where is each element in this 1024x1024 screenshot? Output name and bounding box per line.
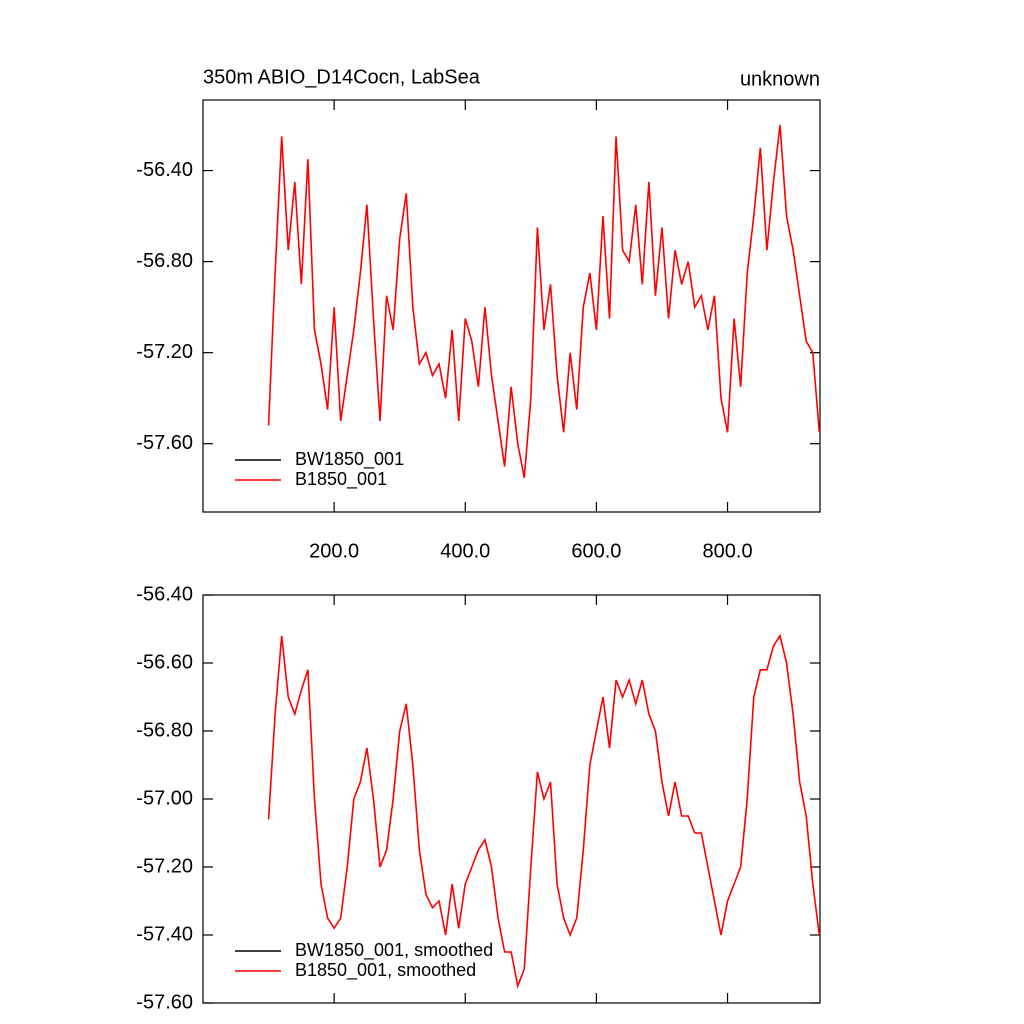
- x-tick-label: 600.0: [571, 540, 621, 562]
- x-tick-label: 200.0: [309, 540, 359, 562]
- y-tick-label: -56.40: [136, 159, 193, 181]
- series-line: [267, 124, 821, 479]
- y-tick-label: -56.80: [136, 250, 193, 272]
- legend-label: BW1850_001, smoothed: [295, 940, 493, 961]
- legend-label: B1850_001: [295, 469, 387, 490]
- legend-label: BW1850_001: [295, 449, 404, 470]
- y-tick-label: -57.20: [136, 855, 193, 877]
- chart-title: 350m ABIO_D14Cocn, LabSea: [203, 66, 481, 88]
- y-tick-label: -56.80: [136, 719, 193, 741]
- y-tick-label: -56.60: [136, 651, 193, 673]
- y-tick-label: -57.40: [136, 923, 193, 945]
- plot-frame: [202, 99, 821, 513]
- y-tick-label: -57.00: [136, 787, 193, 809]
- legend-label: B1850_001, smoothed: [295, 960, 476, 981]
- y-tick-label: -57.60: [136, 991, 193, 1013]
- series-line: [267, 633, 821, 989]
- x-tick-label: 800.0: [703, 540, 753, 562]
- x-tick-label: 400.0: [440, 540, 490, 562]
- right-title: unknown: [740, 68, 820, 90]
- y-tick-label: -56.40: [136, 583, 193, 605]
- y-tick-label: -57.60: [136, 432, 193, 454]
- y-tick-label: -57.20: [136, 341, 193, 363]
